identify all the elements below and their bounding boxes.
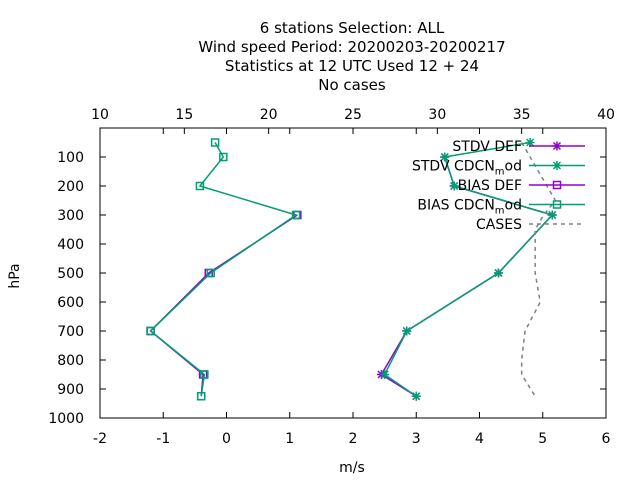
- y-tick-label: 400: [57, 237, 84, 253]
- legend-entry: STDV CDCNmod: [412, 159, 585, 178]
- legend-marker: [552, 141, 562, 151]
- y-tick-label: 700: [57, 324, 84, 340]
- data-point: [380, 370, 390, 379]
- series-line: [383, 141, 554, 397]
- x2-tick-label: 15: [175, 107, 193, 123]
- legend-entry: BIAS CDCNmod: [417, 198, 585, 217]
- legend-label: CASES: [476, 217, 522, 233]
- series-line: [520, 142, 557, 397]
- x-tick-label: -1: [156, 431, 170, 447]
- x-axis-bottom: -2 -1 0 1 2 3 4 5 6: [93, 128, 611, 447]
- data-point: [146, 326, 155, 336]
- y-axis: 100 200 300 400 500 600 700 800 900 1000: [48, 150, 606, 427]
- x-tick-label: 1: [285, 431, 294, 447]
- legend-entry: STDV DEF: [452, 139, 585, 155]
- data-point: [402, 326, 412, 336]
- legend-marker: [552, 200, 562, 209]
- x-axis-top: 10 15 20 25 30 35 40: [91, 107, 615, 134]
- data-point: [411, 391, 421, 401]
- y-tick-label: 100: [57, 150, 84, 166]
- y-tick-label: 600: [57, 295, 84, 311]
- data-point: [200, 370, 209, 379]
- x-tick-label: 3: [412, 431, 421, 447]
- plot-area: [99, 127, 607, 419]
- series-bias-def: [146, 210, 302, 401]
- legend-marker: [552, 180, 562, 190]
- legend-entry: CASES: [476, 217, 585, 233]
- data-point: [440, 152, 450, 162]
- series-layer: [146, 138, 557, 401]
- y-tick-label: 800: [57, 353, 84, 369]
- series-bias-cdcn-mod: [146, 138, 301, 401]
- y-axis-label: hPa: [7, 263, 23, 288]
- data-point: [547, 210, 557, 220]
- legend-label: STDV CDCNmod: [412, 159, 522, 178]
- title-line: No cases: [318, 76, 386, 94]
- x-tick-label: 4: [475, 431, 484, 447]
- legend-marker: [552, 161, 562, 170]
- x2-tick-label: 40: [597, 107, 615, 123]
- y-tick-label: 900: [57, 382, 84, 398]
- legend-label: BIAS CDCNmod: [417, 198, 522, 217]
- y-tick-label: 300: [57, 208, 84, 224]
- data-point: [493, 268, 503, 278]
- x2-tick-label: 35: [513, 107, 531, 123]
- data-point: [210, 138, 220, 147]
- data-point: [196, 392, 206, 401]
- data-point: [291, 210, 301, 220]
- x-tick-label: -2: [93, 431, 107, 447]
- data-point: [449, 181, 459, 191]
- series-line: [149, 142, 298, 397]
- x2-tick-label: 10: [91, 107, 109, 123]
- x-tick-label: 2: [349, 431, 358, 447]
- data-point: [525, 138, 535, 147]
- data-point: [195, 181, 205, 191]
- legend-entry: BIAS DEF: [458, 178, 585, 194]
- x2-tick-label: 25: [344, 107, 362, 123]
- x-tick-label: 5: [538, 431, 547, 447]
- legend-label: STDV DEF: [452, 139, 522, 155]
- title-line: Statistics at 12 UTC Used 12 + 24: [225, 57, 479, 75]
- series-cases: [520, 142, 557, 397]
- data-point: [206, 268, 215, 278]
- series-stdv-cdcn-mod: [380, 138, 557, 401]
- series-line: [149, 214, 298, 397]
- x-axis-label: m/s: [339, 460, 365, 476]
- x2-tick-label: 20: [260, 107, 278, 123]
- data-point: [219, 152, 228, 162]
- y-tick-label: 500: [57, 266, 84, 282]
- y-tick-label: 1000: [48, 411, 84, 427]
- title-line: Wind speed Period: 20200203-20200217: [198, 38, 505, 56]
- legend-label: BIAS DEF: [458, 178, 522, 194]
- plot-border: [99, 127, 607, 419]
- x-tick-label: 0: [222, 431, 231, 447]
- title-line: 6 stations Selection: ALL: [260, 19, 445, 37]
- x-tick-label: 6: [602, 431, 611, 447]
- y-tick-label: 200: [57, 179, 84, 195]
- x2-tick-label: 30: [428, 107, 446, 123]
